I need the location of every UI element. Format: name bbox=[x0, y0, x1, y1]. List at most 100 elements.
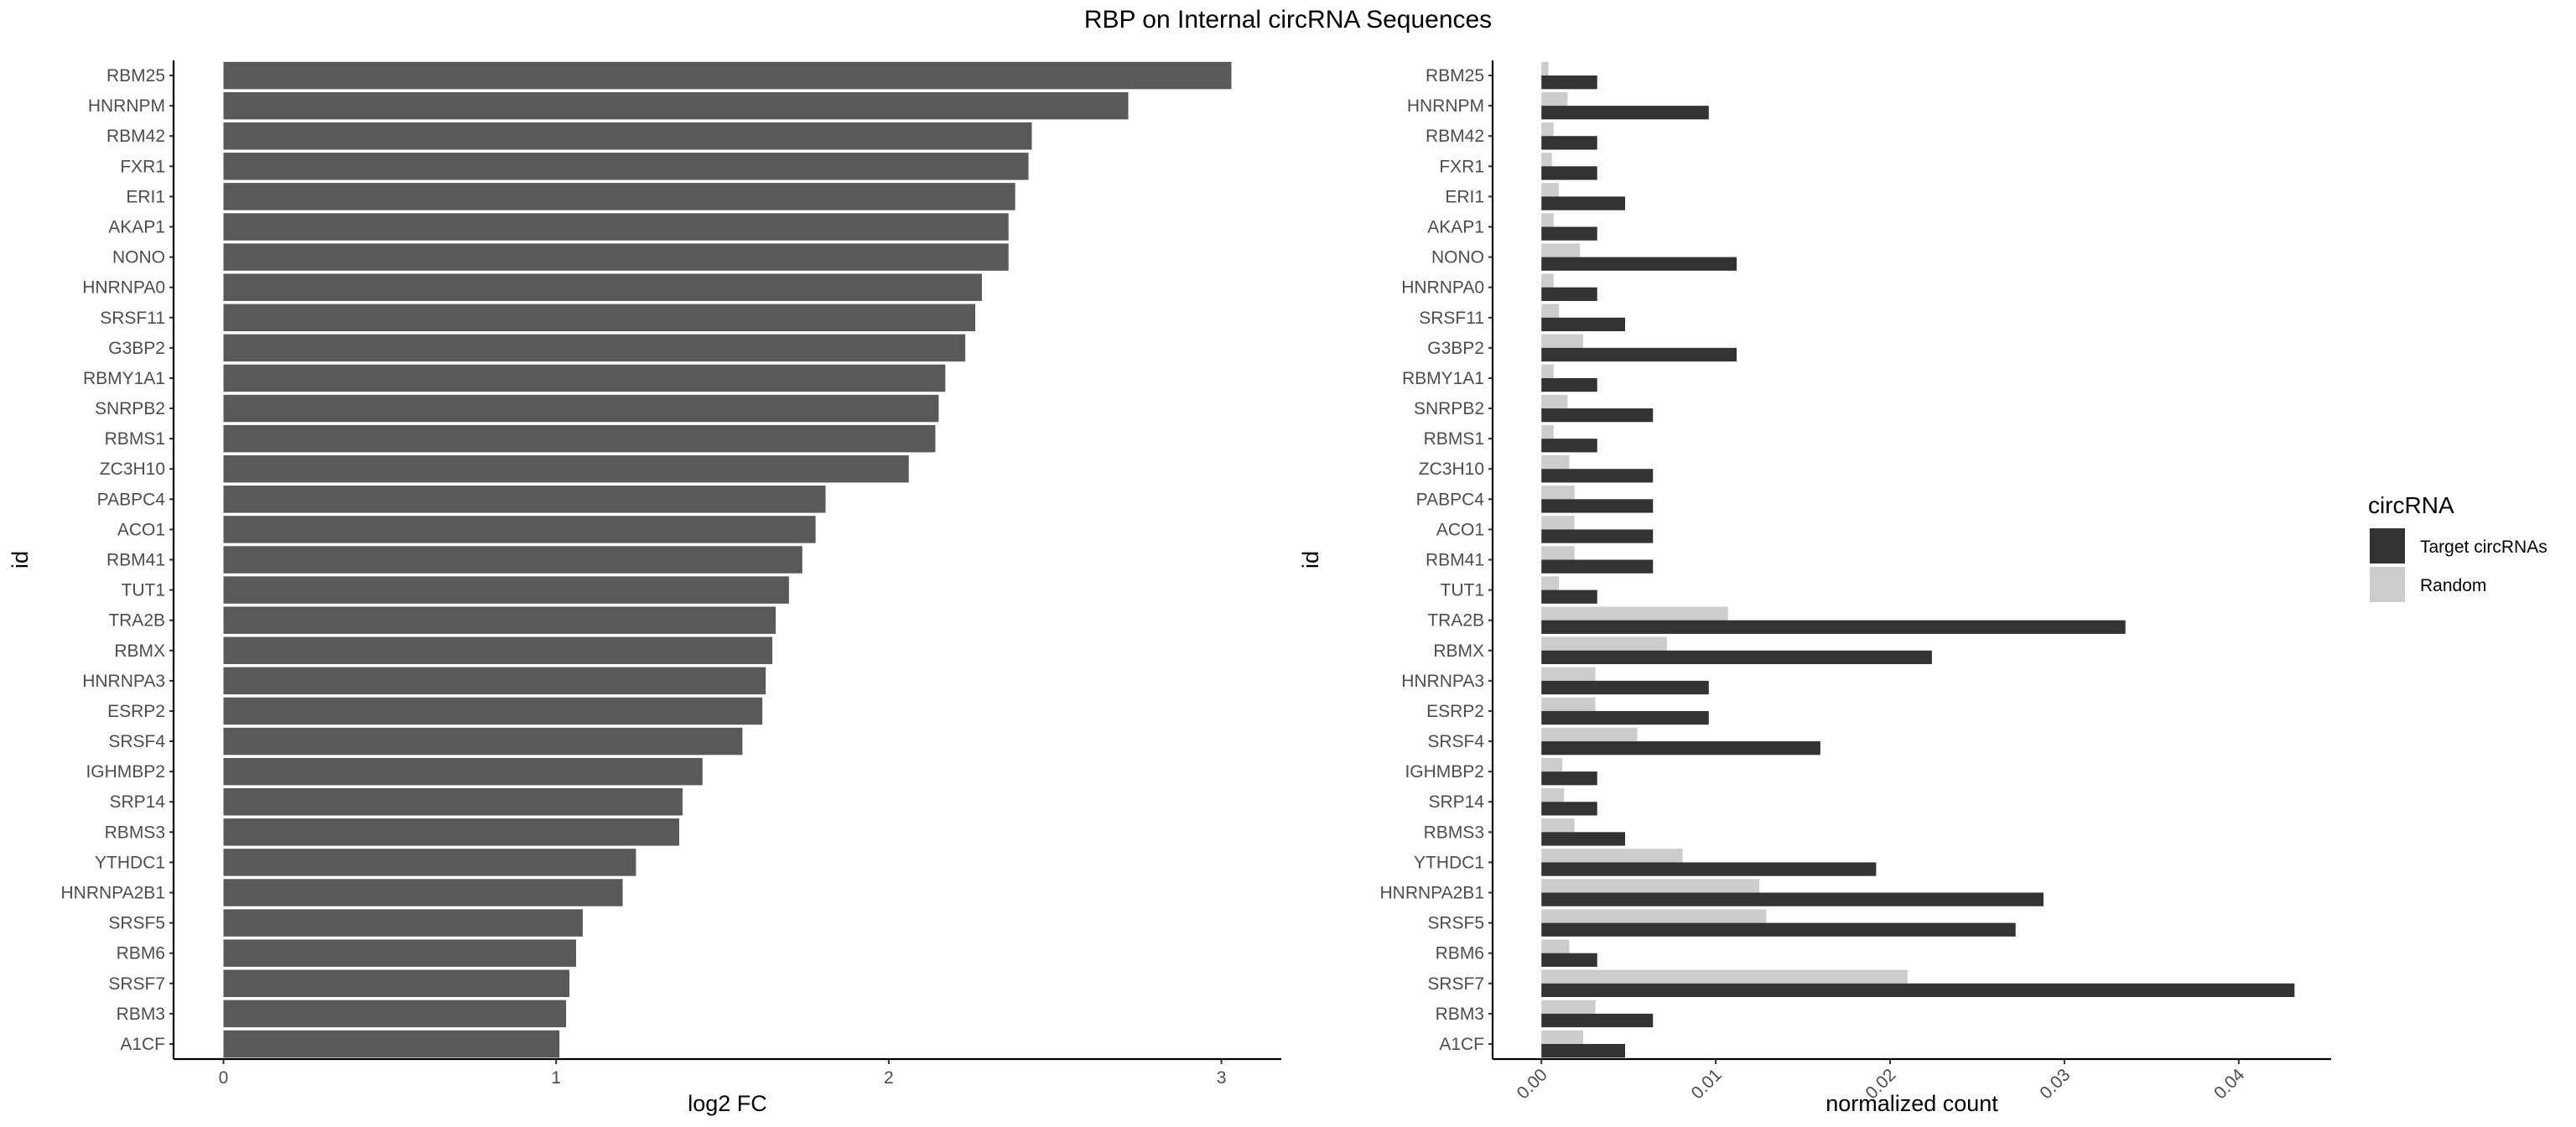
chart-title: RBP on Internal circRNA Sequences bbox=[1084, 6, 1492, 34]
bar-aco1 bbox=[223, 516, 816, 543]
y-tick-label-akap1: AKAP1 bbox=[108, 218, 165, 237]
bar-ighmbp2 bbox=[223, 757, 703, 786]
y-tick-label-rbm6: RBM6 bbox=[1436, 944, 1484, 963]
legend: circRNA Target circRNAs Random bbox=[2368, 492, 2547, 602]
y-tick-label-rbm6: RBM6 bbox=[117, 944, 165, 963]
bar-pabpc4 bbox=[223, 486, 826, 513]
bar-random-rbmy1a1 bbox=[1541, 364, 1554, 378]
y-tick-label-pabpc4: PABPC4 bbox=[1416, 490, 1485, 509]
y-tick-label-esrp2: ESRP2 bbox=[1426, 702, 1484, 721]
bar-target-g3bp2 bbox=[1541, 347, 1737, 362]
bar-srsf7 bbox=[223, 969, 570, 998]
bar-akap1 bbox=[223, 213, 1009, 241]
bar-random-rbms3 bbox=[1541, 818, 1575, 833]
bar-target-rbm42 bbox=[1541, 136, 1597, 150]
y-tick-label-srsf5: SRSF5 bbox=[1427, 914, 1484, 933]
bar-fxr1 bbox=[223, 153, 1029, 180]
y-tick-label-fxr1: FXR1 bbox=[120, 157, 165, 176]
legend-swatch-target bbox=[2370, 528, 2405, 564]
bar-a1cf bbox=[223, 1030, 560, 1058]
y-tick-label-g3bp2: G3BP2 bbox=[108, 339, 165, 358]
legend-swatch-random bbox=[2370, 567, 2405, 602]
bar-random-srsf5 bbox=[1541, 909, 1767, 923]
bar-target-ighmbp2 bbox=[1541, 771, 1597, 786]
x-axis-title: normalized count bbox=[1826, 1091, 1998, 1116]
bar-random-hnrnpa0 bbox=[1541, 273, 1554, 288]
y-tick-label-srsf11: SRSF11 bbox=[1419, 309, 1484, 328]
bar-srp14 bbox=[223, 787, 683, 816]
bar-target-snrpb2 bbox=[1541, 408, 1654, 423]
bar-random-hnrnpa3 bbox=[1541, 667, 1596, 681]
y-tick-label-ighmbp2: IGHMBP2 bbox=[86, 762, 165, 782]
y-tick-label-aco1: ACO1 bbox=[1436, 520, 1484, 539]
bar-target-srp14 bbox=[1541, 802, 1597, 816]
bar-snrpb2 bbox=[223, 394, 939, 423]
bar-random-rbm41 bbox=[1541, 546, 1575, 560]
bar-target-rbms3 bbox=[1541, 832, 1626, 846]
bar-random-esrp2 bbox=[1541, 697, 1596, 711]
bar-target-rbm3 bbox=[1541, 1013, 1654, 1028]
y-tick-label-rbm3: RBM3 bbox=[117, 1005, 165, 1024]
y-tick-label-aco1: ACO1 bbox=[117, 520, 165, 539]
y-tick-label-hnrnpa3: HNRNPA3 bbox=[82, 672, 165, 691]
bar-srsf5 bbox=[223, 909, 583, 937]
x-tick-label: 0.01 bbox=[1687, 1065, 1725, 1103]
bar-random-rbm6 bbox=[1541, 939, 1570, 953]
bar-random-rbmx bbox=[1541, 636, 1667, 651]
bar-random-rbms1 bbox=[1541, 424, 1554, 439]
bar-rbm42 bbox=[223, 122, 1032, 150]
bar-random-g3bp2 bbox=[1541, 334, 1584, 348]
y-tick-label-g3bp2: G3BP2 bbox=[1427, 339, 1484, 358]
bar-random-aco1 bbox=[1541, 516, 1575, 530]
bar-target-esrp2 bbox=[1541, 710, 1709, 725]
y-tick-label-fxr1: FXR1 bbox=[1439, 157, 1484, 176]
bar-ythdc1 bbox=[223, 849, 636, 876]
bar-target-srsf4 bbox=[1541, 741, 1820, 756]
y-tick-label-hnrnpa0: HNRNPA0 bbox=[1401, 278, 1484, 298]
bar-target-hnrnpa3 bbox=[1541, 680, 1709, 695]
bar-target-a1cf bbox=[1541, 1043, 1626, 1058]
x-tick-label: 0.00 bbox=[1514, 1065, 1551, 1103]
bar-target-rbmy1a1 bbox=[1541, 377, 1597, 392]
bar-target-rbm6 bbox=[1541, 953, 1597, 967]
bar-random-ighmbp2 bbox=[1541, 757, 1563, 772]
y-tick-label-akap1: AKAP1 bbox=[1427, 218, 1484, 237]
y-tick-label-hnrnpa2b1: HNRNPA2B1 bbox=[61, 884, 165, 903]
bar-target-tut1 bbox=[1541, 589, 1597, 604]
bar-target-tra2b bbox=[1541, 620, 2126, 634]
y-tick-label-rbms3: RBMS3 bbox=[105, 823, 165, 842]
bar-tra2b bbox=[223, 606, 776, 634]
y-tick-label-rbm41: RBM41 bbox=[1426, 551, 1484, 570]
bar-rbm6 bbox=[223, 939, 577, 967]
x-tick-label: 0.03 bbox=[2036, 1065, 2074, 1103]
y-tick-label-ythdc1: YTHDC1 bbox=[95, 853, 165, 872]
bar-zc3h10 bbox=[223, 454, 909, 483]
bar-random-hnrnpa2b1 bbox=[1541, 879, 1760, 893]
y-tick-label-hnrnpm: HNRNPM bbox=[1407, 96, 1484, 116]
legend-title: circRNA bbox=[2368, 492, 2454, 518]
y-tick-label-rbm25: RBM25 bbox=[1426, 66, 1484, 86]
bar-tut1 bbox=[223, 576, 789, 604]
y-tick-label-rbms1: RBMS1 bbox=[105, 429, 165, 449]
bar-target-srsf5 bbox=[1541, 922, 2016, 937]
bar-random-hnrnpm bbox=[1541, 91, 1568, 106]
bar-random-tut1 bbox=[1541, 576, 1560, 590]
bar-hnrnpa2b1 bbox=[223, 879, 623, 906]
y-tick-label-nono: NONO bbox=[112, 248, 165, 267]
bar-target-rbm41 bbox=[1541, 559, 1654, 574]
y-tick-label-snrpb2: SNRPB2 bbox=[95, 399, 165, 418]
legend-label-target: Target circRNAs bbox=[2420, 538, 2547, 557]
bar-hnrnpa3 bbox=[223, 667, 766, 695]
bar-target-ythdc1 bbox=[1541, 862, 1877, 876]
x-tick-label: 3 bbox=[1217, 1068, 1227, 1088]
bar-target-pabpc4 bbox=[1541, 499, 1654, 513]
bar-nono bbox=[223, 243, 1009, 271]
legend-label-random: Random bbox=[2420, 576, 2486, 595]
bar-eri1 bbox=[223, 183, 1015, 210]
y-axis-title: id bbox=[8, 551, 33, 569]
log2fc-bar-panel: RBM25 HNRNPM RBM42 FXR1 ERI1 AKAP1 NONO HNRNPA0… bbox=[8, 60, 1281, 1116]
bar-target-srsf11 bbox=[1541, 317, 1626, 332]
bar-target-nono bbox=[1541, 257, 1737, 271]
y-tick-label-zc3h10: ZC3H10 bbox=[1419, 460, 1484, 479]
